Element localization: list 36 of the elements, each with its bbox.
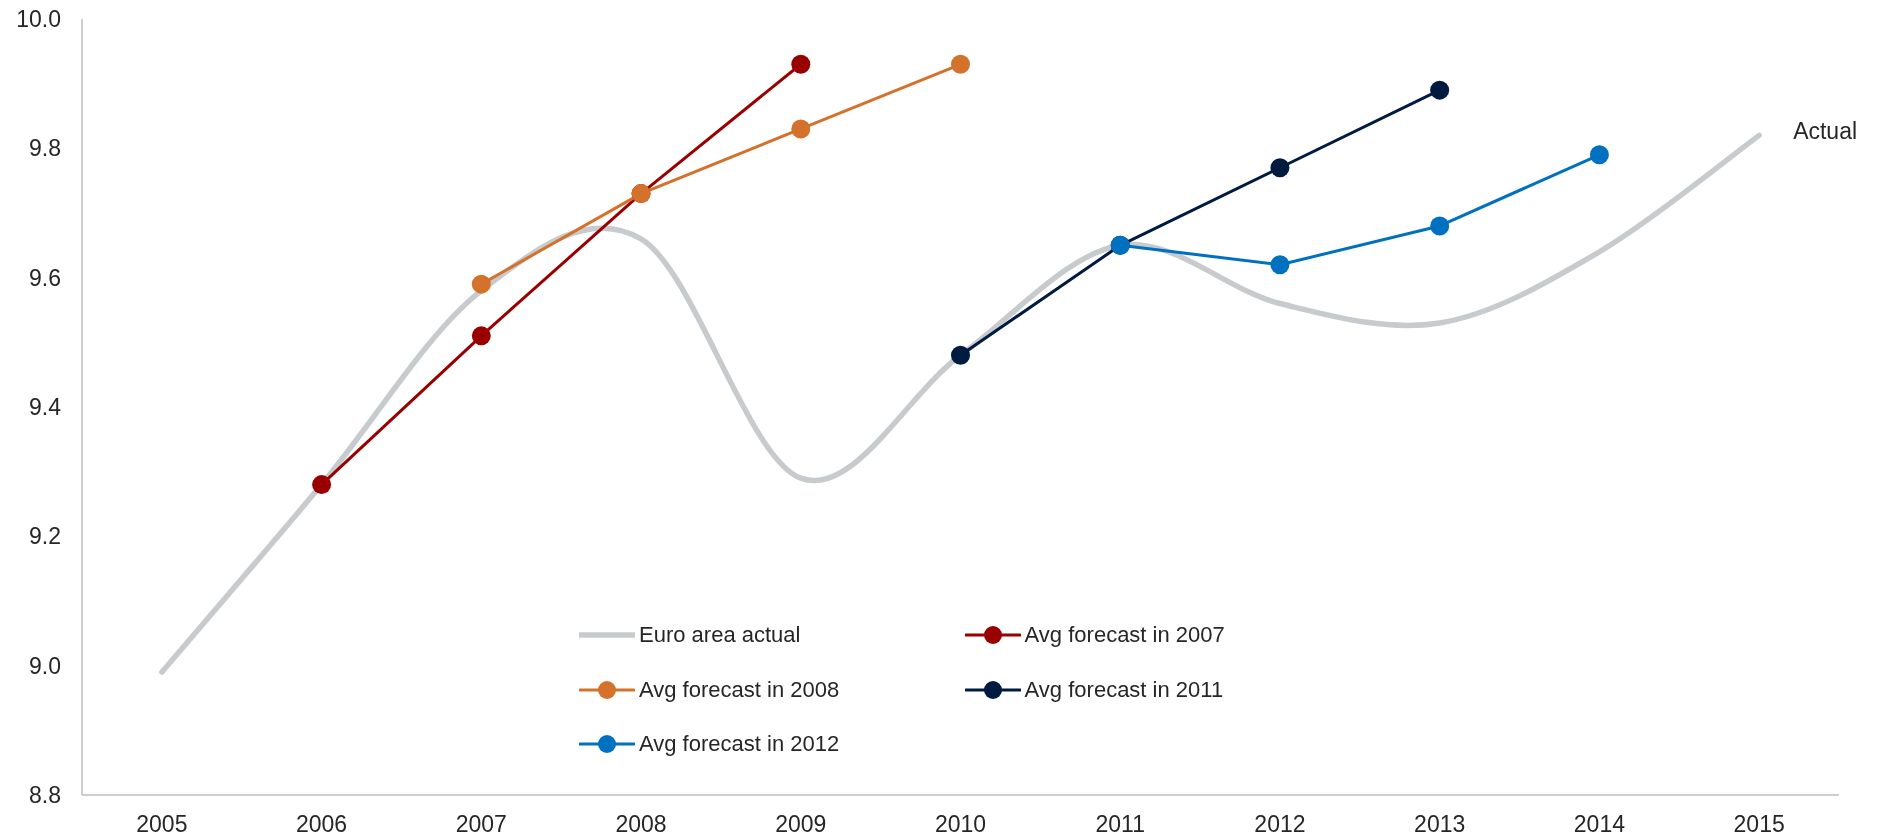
point xyxy=(471,274,491,294)
point xyxy=(312,475,332,495)
point xyxy=(1430,80,1450,100)
y-tick-label: 8.8 xyxy=(29,782,61,809)
x-tick-label: 2005 xyxy=(136,811,188,835)
x-tick-label: 2011 xyxy=(1095,811,1145,835)
point xyxy=(1270,255,1290,275)
legend-label: Avg forecast in 2008 xyxy=(639,676,840,703)
point xyxy=(951,54,970,74)
point xyxy=(791,119,811,139)
x-tick-label: 2007 xyxy=(455,811,507,835)
y-tick-label: 9.2 xyxy=(29,523,61,550)
x-tick-label: 2008 xyxy=(615,811,667,835)
point xyxy=(951,345,970,365)
point xyxy=(1589,145,1609,165)
x-tick-label: 2013 xyxy=(1414,811,1466,835)
annotation: Actual xyxy=(1793,118,1858,145)
point xyxy=(791,54,811,74)
point xyxy=(1270,158,1290,178)
x-tick-label: 2012 xyxy=(1254,811,1306,835)
y-tick-label: 9.8 xyxy=(29,135,61,162)
legend-label: Avg forecast in 2012 xyxy=(639,731,840,758)
x-tick-label: 2009 xyxy=(775,811,827,835)
x-tick-label: 2006 xyxy=(296,811,348,835)
x-tick-label: 2010 xyxy=(934,811,987,835)
legend-label: Avg forecast in 2007 xyxy=(1024,622,1225,649)
y-tick-label: 9.6 xyxy=(29,264,61,291)
legend-label: Euro area actual xyxy=(639,622,801,649)
point xyxy=(1430,216,1450,236)
x-tick-label: 2015 xyxy=(1733,811,1785,835)
x-tick-label: 2014 xyxy=(1573,811,1626,835)
y-tick-label: 10.0 xyxy=(16,6,61,33)
point xyxy=(471,326,491,346)
legend-label: Avg forecast in 2011 xyxy=(1024,676,1224,703)
y-tick-label: 9.4 xyxy=(29,394,62,421)
y-tick-label: 9.0 xyxy=(29,652,61,679)
